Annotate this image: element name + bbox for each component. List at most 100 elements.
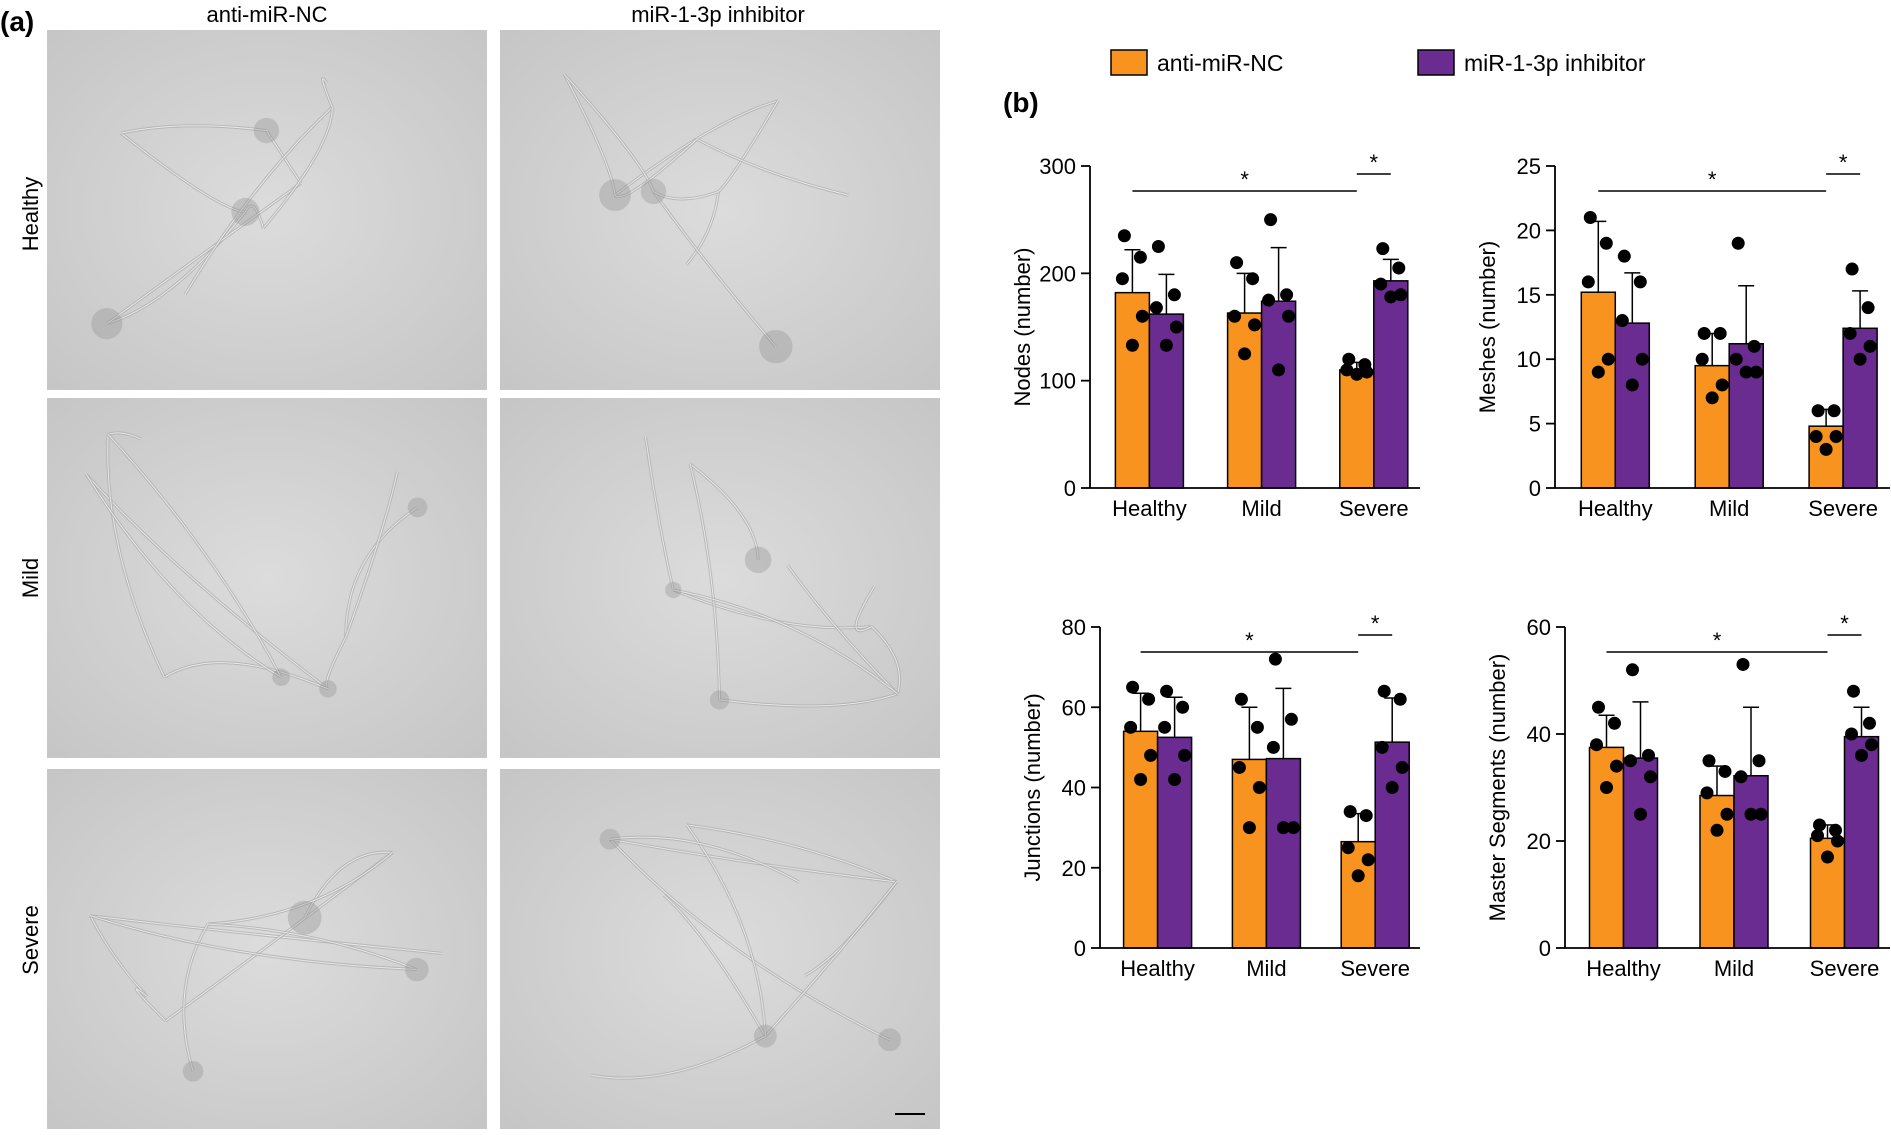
bar xyxy=(1614,322,1651,489)
microscopy-grid xyxy=(47,30,940,1129)
y-tick-label: 5 xyxy=(1529,412,1541,437)
bar xyxy=(1588,746,1625,949)
y-tick-label: 10 xyxy=(1517,347,1541,372)
y-tick-label: 20 xyxy=(1517,218,1541,243)
data-point xyxy=(1813,818,1826,832)
y-tick-label: 60 xyxy=(1062,695,1086,720)
bar xyxy=(1373,280,1409,489)
data-point xyxy=(1843,326,1857,340)
significance-star: * xyxy=(1370,150,1379,175)
data-point xyxy=(1160,684,1174,698)
data-point xyxy=(1343,805,1357,819)
data-point xyxy=(1754,807,1768,821)
microscopy-image xyxy=(47,398,487,758)
data-point xyxy=(1863,339,1877,353)
data-point xyxy=(1248,318,1262,332)
data-point xyxy=(1167,288,1181,302)
x-tick-label: Severe xyxy=(1808,496,1878,521)
data-point xyxy=(1601,352,1615,366)
data-point xyxy=(1583,211,1597,225)
data-point xyxy=(1169,320,1183,334)
data-point xyxy=(1809,429,1823,443)
bar xyxy=(1699,794,1735,949)
data-point xyxy=(1747,339,1761,353)
column-label-inhibitor: miR-1-3p inhibitor xyxy=(631,2,805,27)
y-tick-label: 80 xyxy=(1062,615,1086,640)
y-tick-label: 40 xyxy=(1527,722,1551,747)
x-tick-label: Healthy xyxy=(1578,496,1653,521)
data-point xyxy=(1342,352,1356,366)
row-label-severe: Severe xyxy=(18,905,43,975)
data-point xyxy=(1861,301,1875,315)
data-point xyxy=(1341,841,1355,855)
y-tick-label: 20 xyxy=(1527,829,1551,854)
data-point xyxy=(1238,347,1252,361)
chart-4: Healthy Mild Severe 0 20 40 60 Master Segments … xyxy=(1485,611,1890,981)
microscopy-image xyxy=(500,769,940,1129)
x-tick-label: Mild xyxy=(1246,956,1286,981)
data-point xyxy=(1393,692,1407,706)
data-point xyxy=(1608,716,1621,730)
data-point xyxy=(1272,363,1286,377)
data-point xyxy=(1617,249,1631,263)
y-tick-label: 25 xyxy=(1517,154,1541,179)
legend: anti-miR-NC miR-1-3p inhibitor xyxy=(1110,49,1646,76)
row-label-healthy: Healthy xyxy=(18,177,43,252)
legend-swatch-anti-mir-nc xyxy=(1110,49,1148,76)
data-point xyxy=(1284,712,1298,726)
microscopy-image xyxy=(47,769,487,1129)
significance-star: * xyxy=(1371,611,1380,636)
data-point xyxy=(1286,821,1300,835)
bar xyxy=(1580,291,1617,489)
data-point xyxy=(1718,764,1732,778)
data-point xyxy=(1736,657,1750,671)
data-point xyxy=(1625,378,1639,392)
panel-b-label: (b) xyxy=(1003,87,1039,118)
data-point xyxy=(1374,277,1388,291)
data-point xyxy=(1264,213,1278,227)
panel-a: (a) anti-miR-NC miR-1-3p inhibitor Healt… xyxy=(0,2,940,1129)
microscopy-image xyxy=(500,398,940,758)
data-point xyxy=(1385,781,1399,794)
microscopy-image xyxy=(500,30,940,390)
panel-b: (b) anti-miR-NC miR-1-3p inhibitor Healt… xyxy=(1003,49,1890,981)
data-point xyxy=(1831,834,1844,848)
data-point xyxy=(1821,850,1834,864)
data-point xyxy=(1863,716,1876,730)
data-point xyxy=(1124,720,1138,734)
legend-label-anti-mir-nc: anti-miR-NC xyxy=(1157,50,1284,76)
data-point xyxy=(1642,748,1655,762)
data-point xyxy=(1178,748,1192,762)
significance-star: * xyxy=(1839,150,1848,175)
data-point xyxy=(1252,781,1266,794)
data-point xyxy=(1280,288,1294,302)
data-point xyxy=(1847,684,1860,698)
microscopy-image xyxy=(47,30,487,390)
data-point xyxy=(1697,326,1711,340)
data-point xyxy=(1351,869,1365,883)
data-point xyxy=(1276,821,1290,835)
data-point xyxy=(1713,326,1727,340)
data-point xyxy=(1865,738,1878,752)
x-tick-label: Mild xyxy=(1241,496,1281,521)
chart-2: Healthy Mild Severe 0 5 10 15 20 25 Meshes (numbe… xyxy=(1475,150,1890,521)
data-point xyxy=(1360,365,1374,379)
x-tick-label: Severe xyxy=(1810,956,1880,981)
data-point xyxy=(1855,748,1868,762)
data-point xyxy=(1262,293,1276,307)
data-point xyxy=(1242,821,1256,835)
data-point xyxy=(1144,748,1158,762)
data-point xyxy=(1228,309,1242,323)
data-point xyxy=(1615,314,1629,328)
data-point xyxy=(1133,250,1147,264)
data-point xyxy=(1829,429,1843,443)
data-point xyxy=(1644,770,1657,784)
data-point xyxy=(1375,740,1389,754)
data-point xyxy=(1749,365,1763,379)
data-point xyxy=(1819,442,1833,456)
data-point xyxy=(1246,272,1260,286)
data-point xyxy=(1126,680,1140,694)
data-point xyxy=(1829,823,1842,837)
